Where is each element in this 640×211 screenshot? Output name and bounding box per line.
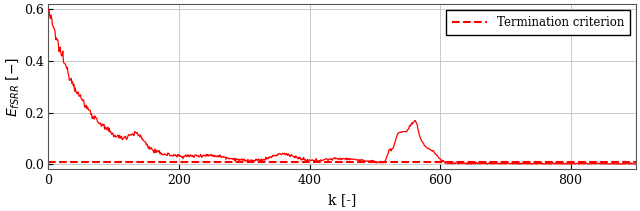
Legend: Termination criterion: Termination criterion	[446, 10, 630, 35]
Termination criterion	[45, 160, 52, 163]
Y-axis label: $E_{fSRR}$ $[-]$: $E_{fSRR}$ $[-]$	[4, 57, 21, 117]
Termination criterion	[45, 160, 53, 163]
X-axis label: k [-]: k [-]	[328, 193, 356, 207]
